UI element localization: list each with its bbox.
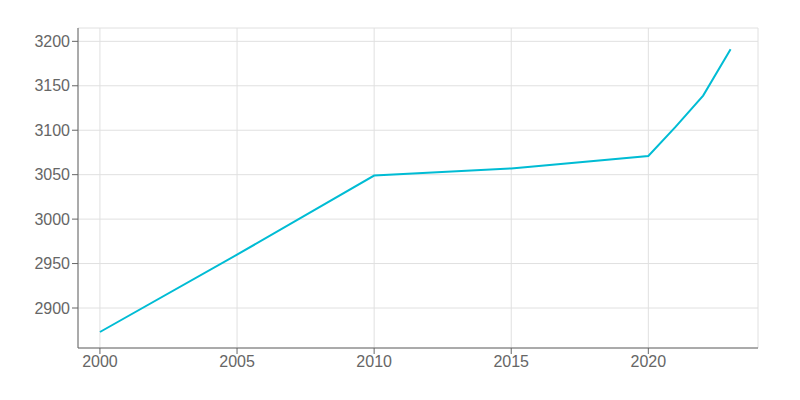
svg-text:2020: 2020 — [631, 353, 667, 370]
svg-text:2015: 2015 — [493, 353, 529, 370]
svg-text:2005: 2005 — [219, 353, 255, 370]
svg-text:3150: 3150 — [34, 77, 70, 94]
svg-text:3100: 3100 — [34, 122, 70, 139]
svg-text:2010: 2010 — [356, 353, 392, 370]
svg-text:3000: 3000 — [34, 211, 70, 228]
svg-text:2950: 2950 — [34, 255, 70, 272]
svg-text:3050: 3050 — [34, 166, 70, 183]
svg-text:3200: 3200 — [34, 33, 70, 50]
svg-text:2900: 2900 — [34, 300, 70, 317]
svg-text:2000: 2000 — [82, 353, 118, 370]
